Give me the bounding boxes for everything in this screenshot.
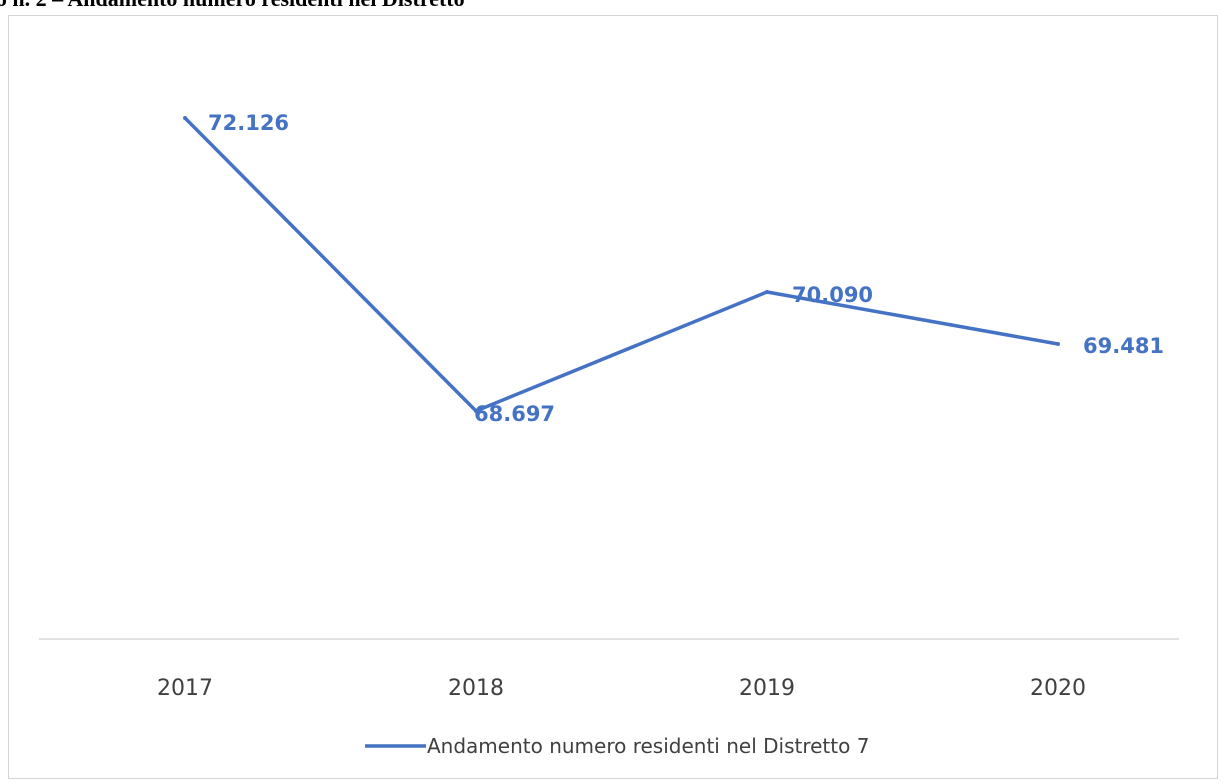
data-label-2020: 69.481 xyxy=(1083,334,1164,358)
x-tick-label-2018: 2018 xyxy=(448,676,504,701)
x-tick-label-2019: 2019 xyxy=(739,676,795,701)
data-label-2017: 72.126 xyxy=(208,111,289,135)
figure-caption: ico n. 2 – Andamento numero residenti ne… xyxy=(0,0,465,12)
data-label-2019: 70.090 xyxy=(792,283,873,307)
data-point-2020 xyxy=(1056,342,1060,347)
legend-label: Andamento numero residenti nel Distretto… xyxy=(427,734,869,758)
data-point-2018 xyxy=(474,409,478,413)
x-tick-label-2017: 2017 xyxy=(157,676,213,701)
data-point-2017 xyxy=(183,116,187,120)
x-tick-label-2020: 2020 xyxy=(1030,676,1086,701)
data-point-2019 xyxy=(765,289,769,294)
series-line xyxy=(183,116,1059,414)
data-label-2018: 68.697 xyxy=(474,402,555,426)
